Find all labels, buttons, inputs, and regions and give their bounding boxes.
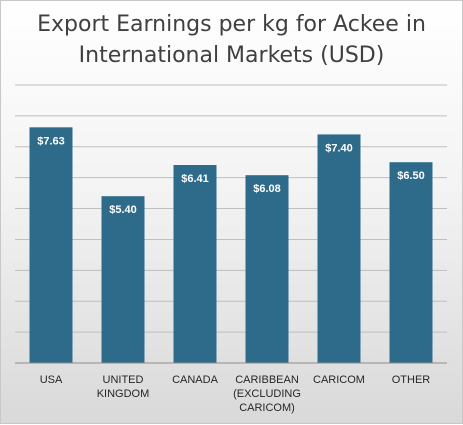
bar [389, 162, 433, 363]
chart-title: Export Earnings per kg for Ackee in Inte… [1, 9, 462, 71]
bar [245, 175, 289, 363]
x-tick-label: CARIBBEAN [235, 374, 299, 386]
bar [101, 196, 145, 363]
x-tick-label: USA [40, 374, 63, 386]
data-label: $6.50 [397, 170, 425, 182]
x-tick-label: (EXCLUDING [233, 388, 301, 400]
x-tick-label: CARICOM [313, 374, 365, 386]
data-label: $6.41 [181, 173, 209, 185]
data-label: $6.08 [253, 183, 281, 195]
data-label: $7.63 [37, 135, 65, 147]
bar [173, 165, 217, 363]
data-label: $5.40 [109, 204, 137, 216]
chart-title-line-2: International Markets (USD) [78, 43, 385, 68]
bar [29, 127, 73, 363]
x-tick-label: UNITED [103, 374, 144, 386]
chart-title-line-1: Export Earnings per kg for Ackee in [37, 12, 426, 37]
x-tick-label: KINGDOM [97, 388, 150, 400]
x-tick-label: OTHER [392, 374, 431, 386]
x-tick-label: CARICOM) [239, 402, 295, 414]
x-tick-label: CANADA [172, 374, 219, 386]
bar [317, 134, 361, 363]
data-label: $7.40 [325, 142, 353, 154]
